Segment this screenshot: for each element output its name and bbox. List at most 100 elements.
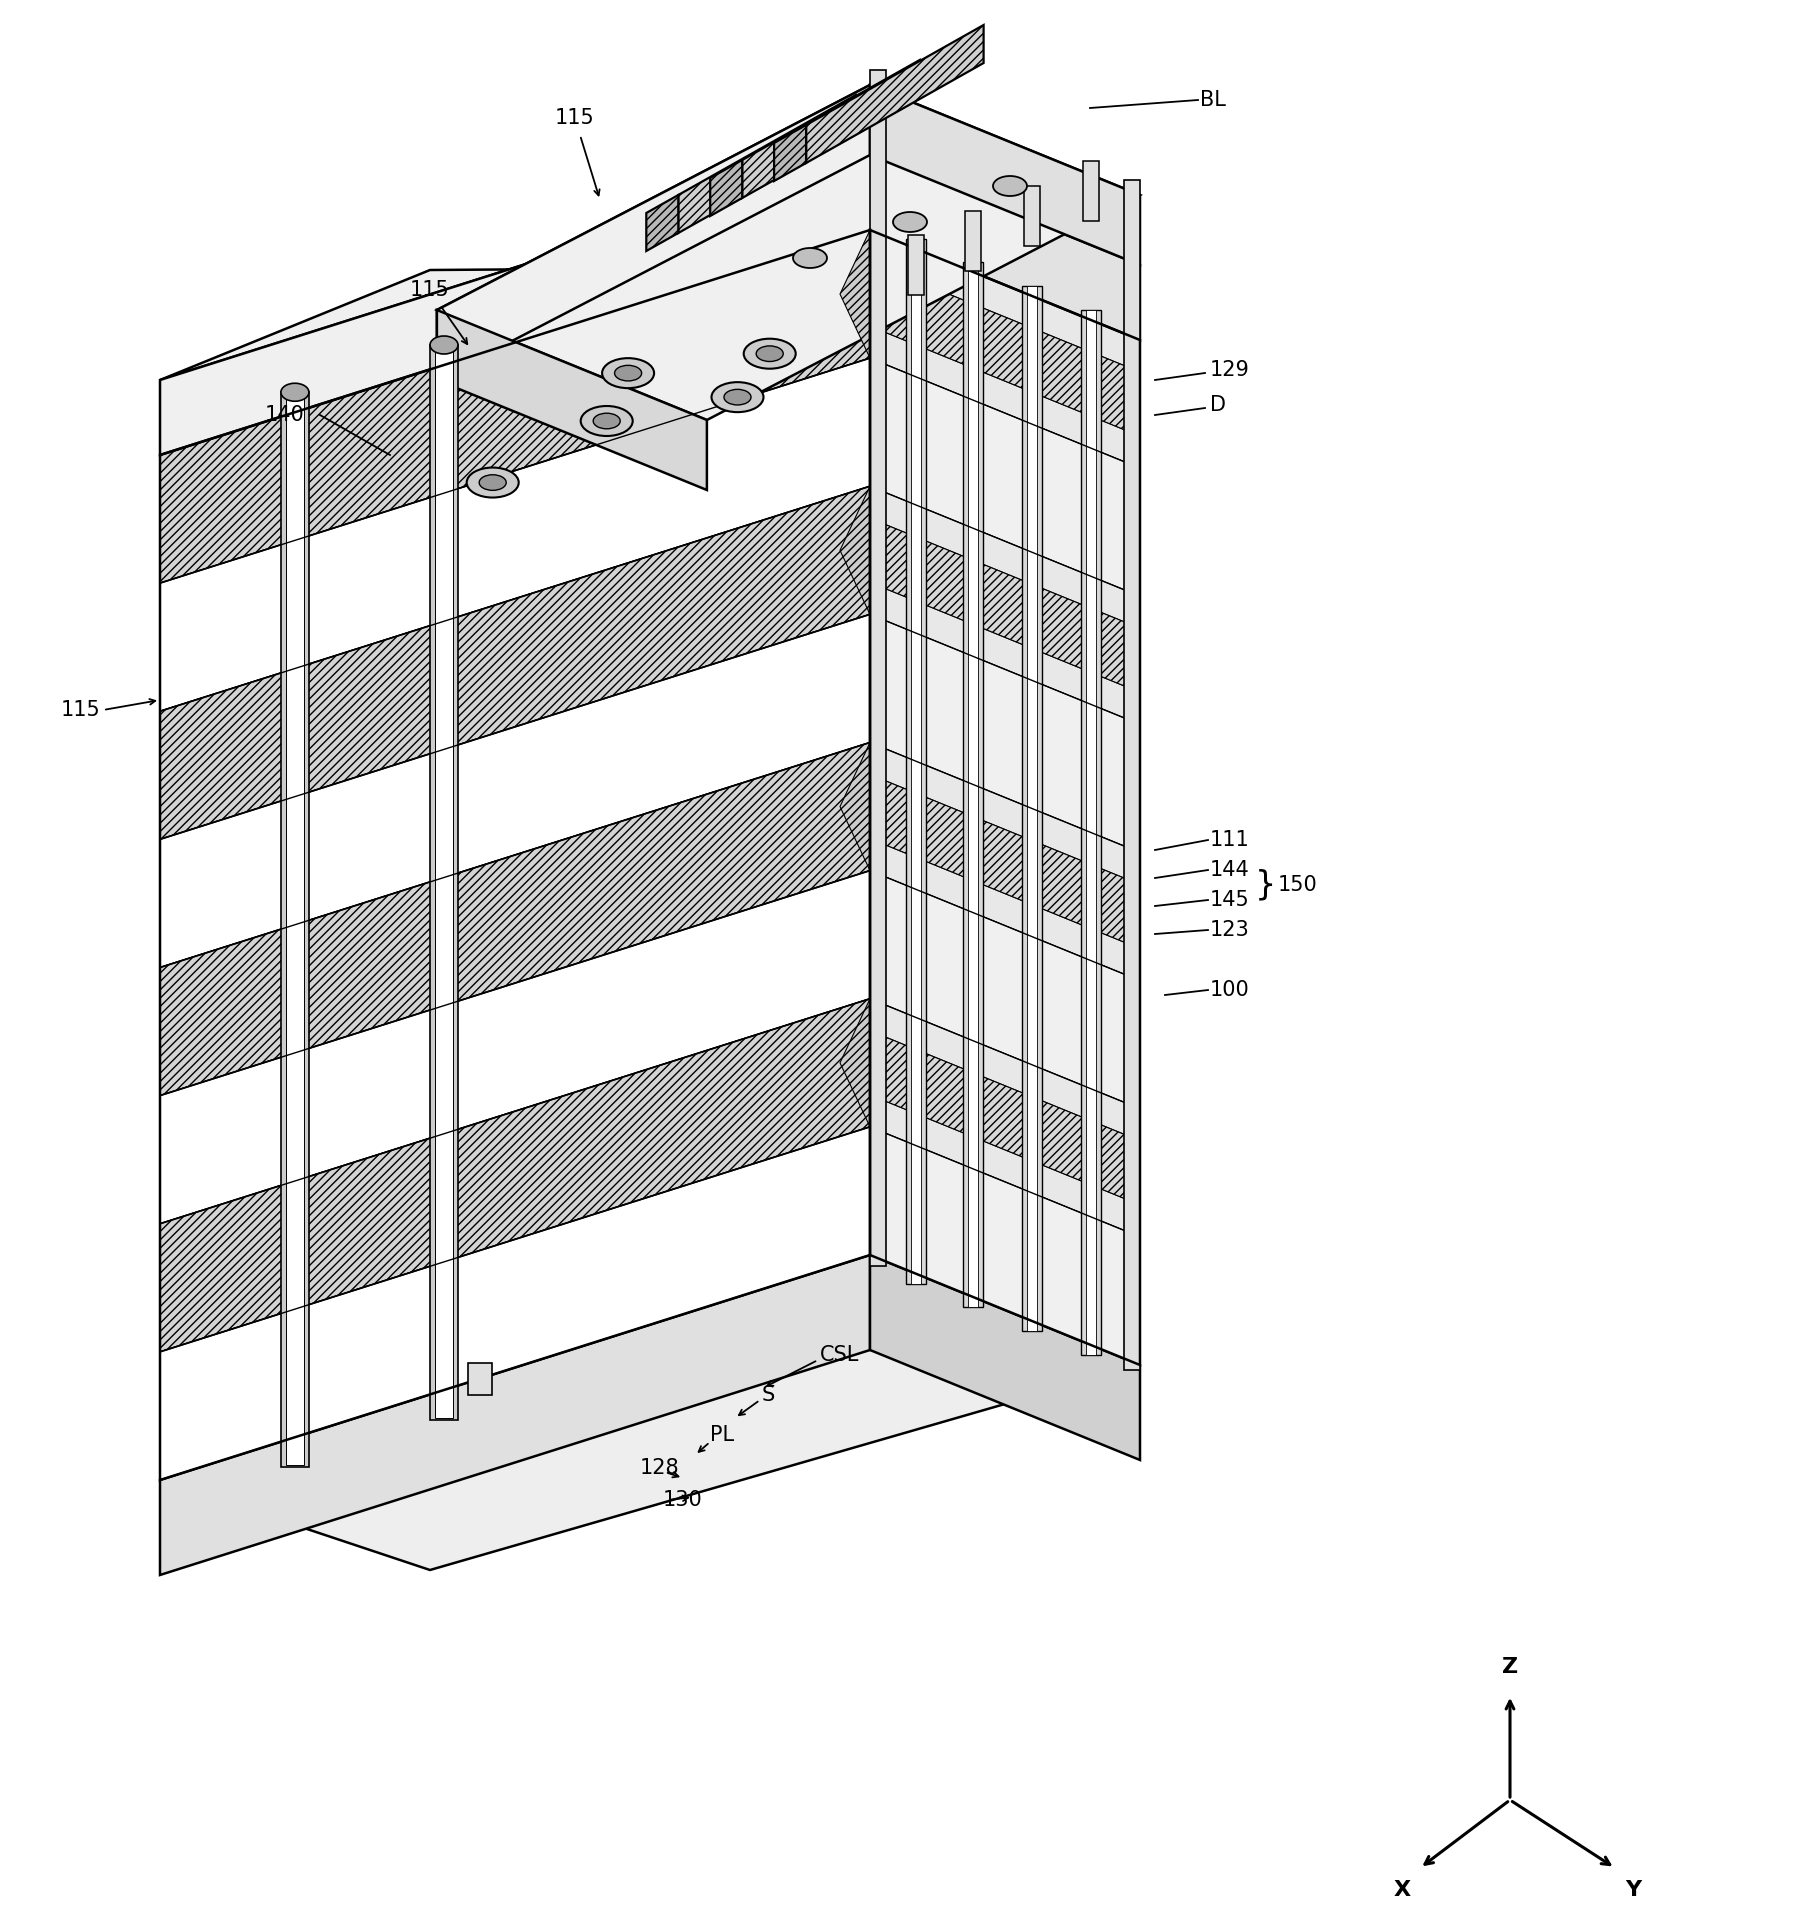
Polygon shape [978, 403, 1027, 551]
Ellipse shape [582, 406, 632, 435]
Polygon shape [1097, 834, 1140, 980]
Polygon shape [160, 229, 871, 584]
Polygon shape [1084, 160, 1099, 221]
Polygon shape [436, 310, 707, 489]
Ellipse shape [892, 212, 926, 231]
Polygon shape [871, 262, 910, 343]
Polygon shape [910, 239, 921, 1285]
Polygon shape [1097, 611, 1140, 691]
Polygon shape [1097, 322, 1140, 468]
Polygon shape [1097, 1123, 1140, 1206]
Polygon shape [978, 530, 1027, 678]
Polygon shape [431, 345, 458, 1419]
Polygon shape [160, 1127, 871, 1479]
Polygon shape [871, 1256, 1140, 1460]
Polygon shape [921, 283, 968, 366]
Polygon shape [921, 250, 968, 399]
Ellipse shape [431, 335, 458, 354]
Polygon shape [871, 69, 887, 1265]
Polygon shape [968, 262, 978, 1308]
Text: Y: Y [1624, 1880, 1641, 1901]
Polygon shape [871, 1000, 1140, 1236]
Polygon shape [978, 562, 1027, 645]
Polygon shape [840, 485, 871, 614]
Text: 115: 115 [555, 108, 594, 127]
Text: 140: 140 [266, 404, 305, 426]
Ellipse shape [711, 381, 763, 412]
Ellipse shape [601, 358, 653, 389]
Polygon shape [871, 774, 910, 855]
Polygon shape [978, 659, 1027, 807]
Polygon shape [1038, 1100, 1086, 1183]
Polygon shape [921, 539, 968, 622]
Text: D: D [1210, 395, 1226, 414]
Polygon shape [871, 518, 910, 599]
Polygon shape [1097, 1219, 1140, 1366]
Ellipse shape [793, 248, 827, 268]
Polygon shape [840, 229, 871, 358]
Polygon shape [871, 743, 910, 888]
Polygon shape [871, 518, 910, 599]
Polygon shape [1097, 354, 1140, 435]
Polygon shape [840, 1000, 871, 1127]
Polygon shape [921, 892, 968, 1038]
Polygon shape [871, 1030, 910, 1111]
Polygon shape [741, 60, 919, 198]
Polygon shape [1038, 555, 1086, 703]
Polygon shape [1086, 310, 1097, 1356]
Polygon shape [646, 195, 679, 250]
Polygon shape [1097, 1123, 1140, 1206]
Ellipse shape [614, 366, 641, 381]
Polygon shape [1038, 811, 1086, 959]
Polygon shape [921, 1148, 968, 1294]
Polygon shape [921, 795, 968, 878]
Text: }: } [1255, 869, 1276, 901]
Polygon shape [871, 1127, 1140, 1366]
Polygon shape [871, 743, 1140, 980]
Polygon shape [285, 397, 303, 1466]
Text: 144: 144 [1210, 861, 1249, 880]
Polygon shape [1081, 310, 1102, 1356]
Polygon shape [921, 283, 968, 366]
Polygon shape [1124, 179, 1140, 1369]
Polygon shape [1027, 285, 1038, 1331]
Polygon shape [1038, 426, 1086, 574]
Text: 115: 115 [409, 279, 451, 300]
Ellipse shape [743, 339, 795, 368]
Polygon shape [978, 562, 1027, 645]
Polygon shape [871, 262, 910, 343]
Text: BL: BL [1201, 91, 1226, 110]
Polygon shape [978, 306, 1027, 389]
Polygon shape [711, 160, 741, 216]
Polygon shape [921, 1052, 968, 1134]
Polygon shape [871, 1000, 910, 1144]
Polygon shape [871, 154, 1140, 341]
Text: 111: 111 [1210, 830, 1249, 849]
Polygon shape [978, 819, 1027, 903]
Polygon shape [1097, 1092, 1140, 1236]
Polygon shape [1038, 587, 1086, 670]
Polygon shape [871, 485, 1140, 724]
Polygon shape [1097, 451, 1140, 597]
Ellipse shape [756, 347, 783, 362]
Text: 145: 145 [1210, 890, 1249, 909]
Polygon shape [160, 1256, 1140, 1570]
Polygon shape [160, 154, 1140, 379]
Polygon shape [921, 379, 968, 526]
Polygon shape [921, 763, 968, 911]
Polygon shape [978, 1042, 1027, 1190]
Polygon shape [1038, 1194, 1086, 1342]
Text: 150: 150 [1278, 874, 1318, 896]
Polygon shape [978, 273, 1027, 422]
Polygon shape [978, 819, 1027, 903]
Ellipse shape [993, 175, 1027, 196]
Polygon shape [871, 774, 910, 855]
Polygon shape [1038, 682, 1086, 830]
Polygon shape [871, 614, 910, 759]
Polygon shape [160, 614, 871, 967]
Polygon shape [1023, 187, 1039, 247]
Polygon shape [964, 212, 980, 272]
Polygon shape [1097, 963, 1140, 1109]
Polygon shape [921, 636, 968, 782]
Polygon shape [280, 393, 309, 1468]
